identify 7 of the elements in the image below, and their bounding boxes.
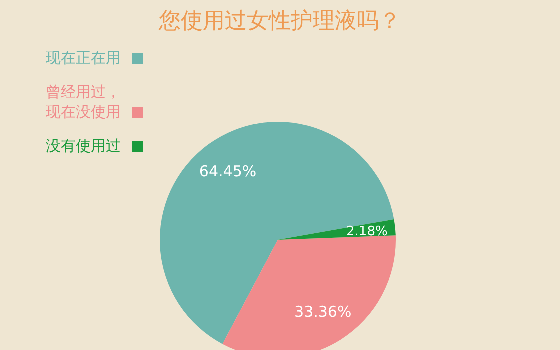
chart-title: 您使用过女性护理液吗？ (158, 8, 402, 36)
legend-label: 曾经用过，现在没使用 (46, 82, 122, 122)
legend-label: 没有使用过 (46, 136, 122, 156)
legend-label: 现在正在用 (46, 48, 122, 68)
data-label: 64.45% (199, 162, 257, 180)
data-label: 33.36% (294, 302, 352, 321)
data-label: 2.18% (346, 224, 388, 240)
